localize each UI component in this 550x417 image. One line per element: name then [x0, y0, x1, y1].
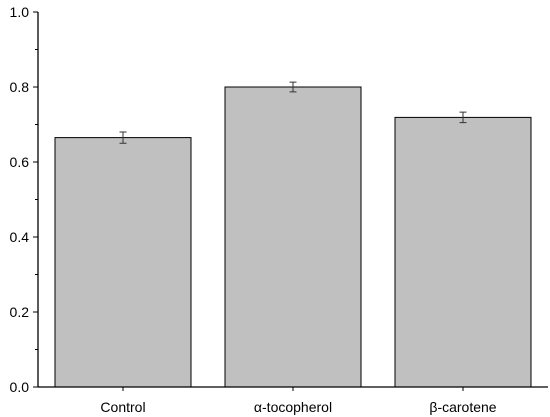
y-ticks-group: 0.0 0.2 0.4 0.6 0.8 1.0	[10, 4, 38, 395]
y-tick-label: 0.4	[10, 229, 30, 245]
x-tick-label: α-tocopherol	[254, 399, 332, 415]
y-tick-label: 0.2	[10, 304, 30, 320]
x-tick-label: β-carotene	[429, 399, 496, 415]
error-bars-group	[119, 81, 467, 144]
bar-1	[224, 86, 362, 388]
y-tick-label: 0.0	[10, 379, 30, 395]
x-ticks-group: Control α-tocopherol β-carotene	[100, 387, 497, 415]
y-tick-label: 1.0	[10, 4, 30, 20]
y-tick-label: 0.8	[10, 79, 30, 95]
x-tick-label: Control	[100, 399, 145, 415]
y-tick-label: 0.6	[10, 154, 30, 170]
bar-0	[54, 137, 192, 388]
bar-2	[394, 116, 532, 388]
